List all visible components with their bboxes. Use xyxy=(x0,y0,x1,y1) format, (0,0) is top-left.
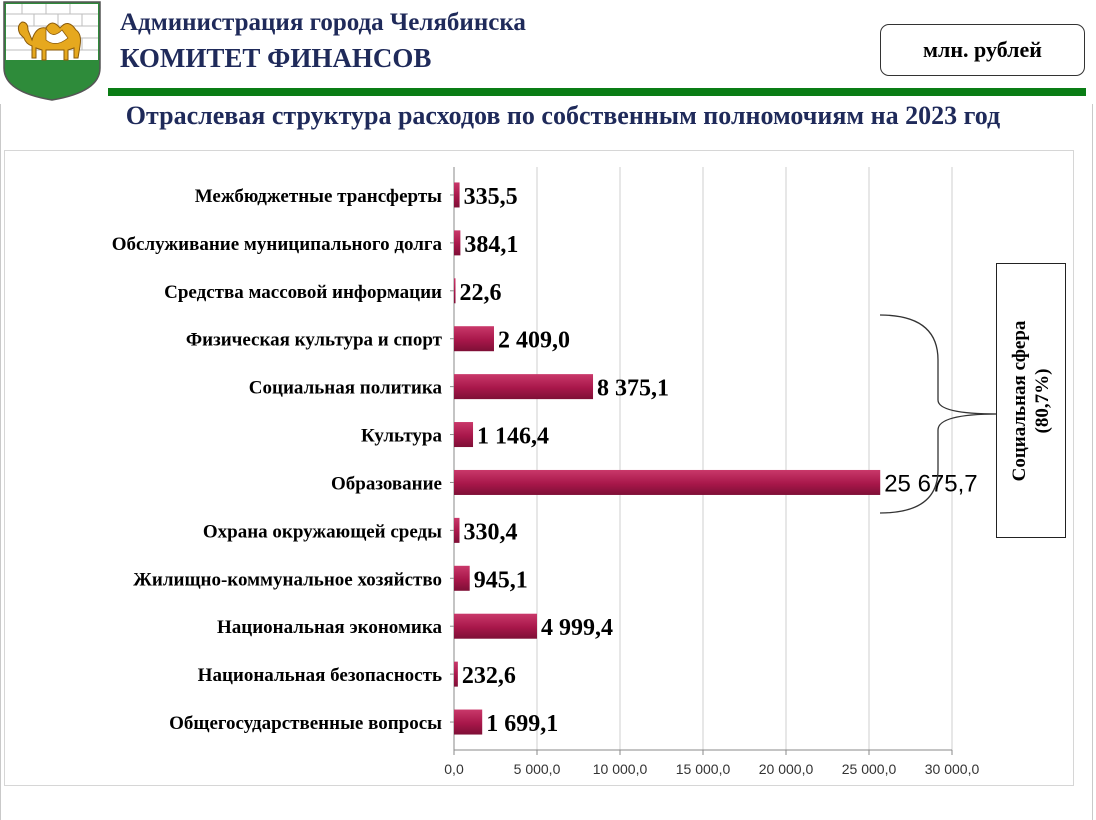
bar xyxy=(454,613,537,639)
department-name: КОМИТЕТ ФИНАНСОВ xyxy=(120,43,432,73)
unit-badge: млн. рублей xyxy=(880,24,1085,76)
x-tick-label: 15 000,0 xyxy=(676,761,731,777)
chart-frame xyxy=(4,150,1074,786)
category-label: Национальная экономика xyxy=(217,617,443,638)
x-tick-label: 25 000,0 xyxy=(842,761,897,777)
x-tick-label: 10 000,0 xyxy=(593,761,648,777)
header-divider xyxy=(108,88,1086,96)
data-label: 384,1 xyxy=(464,232,518,258)
bar xyxy=(454,422,474,448)
data-label: 1 699,1 xyxy=(486,711,558,737)
page-border-left xyxy=(0,104,1,820)
bar xyxy=(454,374,594,400)
annotation-share: (80,7%) xyxy=(1032,368,1053,433)
bar xyxy=(454,709,483,735)
organization-name: Администрация города Челябинска xyxy=(120,9,526,36)
category-label: Средства массовой информации xyxy=(164,282,442,303)
bar xyxy=(454,278,456,304)
coat-of-arms-logo xyxy=(2,0,102,102)
data-label: 4 999,4 xyxy=(541,615,613,641)
category-label: Социальная политика xyxy=(249,378,443,399)
category-label: Межбюджетные трансферты xyxy=(195,186,442,207)
data-label: 25 675,7 xyxy=(884,470,977,497)
bar xyxy=(454,565,470,591)
data-label: 335,5 xyxy=(464,184,518,210)
bar xyxy=(454,230,461,256)
category-label: Охрана окружающей среды xyxy=(203,521,442,542)
category-label: Общегосударственные вопросы xyxy=(169,713,442,734)
category-label: Культура xyxy=(361,426,442,447)
data-label: 330,4 xyxy=(463,519,517,545)
bar xyxy=(454,517,460,543)
category-label: Образование xyxy=(331,473,442,494)
category-label: Обслуживание муниципального долга xyxy=(112,234,443,255)
x-tick-label: 30 000,0 xyxy=(925,761,980,777)
chart-title: Отраслевая структура расходов по собстве… xyxy=(125,101,1001,130)
x-tick-label: 0,0 xyxy=(444,761,464,777)
x-tick-label: 5 000,0 xyxy=(514,761,561,777)
data-label: 22,6 xyxy=(460,280,502,306)
data-label: 945,1 xyxy=(474,567,528,593)
data-label: 1 146,4 xyxy=(477,424,549,450)
page-border-right xyxy=(1092,104,1093,820)
category-label: Национальная безопасность xyxy=(198,665,442,686)
social-sphere-bracket xyxy=(879,314,999,514)
bar xyxy=(454,326,494,352)
annotation-label: Социальная сфера xyxy=(1009,320,1030,481)
x-tick-label: 20 000,0 xyxy=(759,761,814,777)
data-label: 2 409,0 xyxy=(498,328,570,354)
bar xyxy=(454,661,458,687)
category-label: Физическая культура и спорт xyxy=(186,330,443,351)
bar xyxy=(454,182,460,208)
category-label: Жилищно-коммунальное хозяйство xyxy=(133,569,442,590)
data-label: 8 375,1 xyxy=(597,376,669,402)
social-sphere-annotation: Социальная сфера (80,7%) xyxy=(996,263,1066,538)
bar xyxy=(454,469,881,495)
data-label: 232,6 xyxy=(462,663,516,689)
